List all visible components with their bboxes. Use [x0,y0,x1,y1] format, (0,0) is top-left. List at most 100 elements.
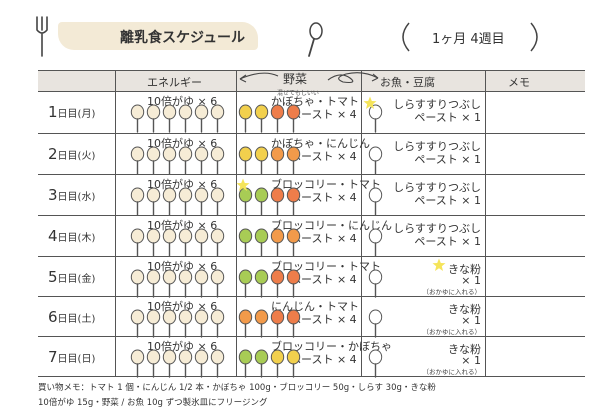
protein-qty: × 1 [461,274,481,287]
protein-spoon-icon [368,269,383,298]
day-label: 5日目(金) [48,268,96,286]
veg-spoon-icon [254,309,269,338]
rice-spoon-icon [178,228,193,257]
rice-spoon-icon [162,187,177,216]
protein-text: しらすすりつぶし [393,98,481,111]
rice-spoon-icon [194,228,209,257]
veg-spoons [238,349,301,379]
rice-spoon-icon [194,146,209,175]
protein-spoons [368,349,383,379]
energy-text: 10倍がゆ × 6 [147,178,218,191]
energy-text: 10倍がゆ × 6 [147,300,218,313]
veg-qty: ペースト × 4 [290,232,357,245]
veg-spoon-icon [286,228,301,257]
veg-spoons [238,146,301,176]
star-icon [363,96,377,109]
rice-spoon-icon [194,104,209,133]
col-veg: 野菜 [283,72,308,86]
protein-text: しらすすりつぶし [393,222,481,235]
week-bracket [402,22,538,52]
protein-text: しらすすりつぶし [393,140,481,153]
protein-qty: ペースト × 1 [414,153,481,166]
spoon-icon [308,22,323,57]
veg-spoon-icon [286,269,301,298]
veg-spoon-icon [254,269,269,298]
protein-spoon-icon [368,104,383,133]
table-header-bg [38,70,585,91]
veg-spoon-icon [270,228,285,257]
rice-spoon-icon [194,349,209,378]
protein-qty: ペースト × 1 [414,194,481,207]
rice-spoon-icon [162,146,177,175]
star-icon [432,258,446,271]
veg-spoon-icon [254,349,269,378]
day-label: 1日目(月) [48,103,96,121]
rice-spoon-icon [178,104,193,133]
veg-spoon-icon [238,104,253,133]
rice-spoon-icon [178,349,193,378]
rice-spoon-icon [194,309,209,338]
rice-spoon-icon [210,146,225,175]
rice-spoons [130,104,225,134]
rice-spoons [130,228,225,258]
veg-qty: ペースト × 4 [290,313,357,326]
protein-spoon-icon [368,146,383,175]
rice-spoon-icon [130,146,145,175]
star-icon [236,178,250,191]
mix-arrow-icon [239,72,379,84]
protein-text: きな粉 [448,263,481,276]
veg-spoon-icon [254,104,269,133]
rice-spoon-icon [146,228,161,257]
rice-spoon-icon [162,104,177,133]
week-label: 1ヶ月 4週目 [432,32,505,47]
veg-spoons [238,269,301,299]
protein-spoons [368,309,383,339]
veg-spoon-icon [254,146,269,175]
protein-note: （おかゆに入れる） [422,368,482,376]
rice-spoon-icon [178,146,193,175]
veg-spoon-icon [270,187,285,216]
protein-qty: × 1 [461,354,481,367]
rice-spoon-icon [146,309,161,338]
freezing-note: 10倍がゆ 15g・野菜 / お魚 10g ずつ製氷皿にフリージング [38,398,268,408]
protein-text: しらすすりつぶし [393,181,481,194]
rice-spoon-icon [210,269,225,298]
veg-spoon-icon [286,309,301,338]
protein-spoons [368,228,383,258]
rice-spoon-icon [130,269,145,298]
rice-spoon-icon [210,104,225,133]
day-label: 7日目(日) [48,348,96,366]
rice-spoon-icon [146,104,161,133]
rice-spoons [130,349,225,379]
protein-qty: × 1 [461,314,481,327]
veg-spoon-icon [238,146,253,175]
veg-spoon-icon [286,104,301,133]
rice-spoons [130,187,225,217]
veg-spoon-icon [238,269,253,298]
protein-note: （おかゆに入れる） [422,328,482,336]
rice-spoon-icon [178,269,193,298]
col-energy: エネルギー [147,76,202,89]
veg-spoon-icon [238,309,253,338]
protein-spoon-icon [368,309,383,338]
veg-spoons [238,187,301,217]
veg-qty: ペースト × 4 [290,108,357,121]
protein-note: （おかゆに入れる） [422,288,482,296]
protein-spoon-icon [368,228,383,257]
rice-spoon-icon [146,269,161,298]
veg-spoon-icon [238,349,253,378]
title-banner [58,22,258,50]
rice-spoon-icon [210,349,225,378]
energy-text: 10倍がゆ × 6 [147,340,218,353]
energy-text: 10倍がゆ × 6 [147,95,218,108]
rice-spoons [130,309,225,339]
veg-spoon-icon [270,146,285,175]
protein-qty: ペースト × 1 [414,235,481,248]
protein-spoons [368,269,383,299]
veg-spoon-icon [286,187,301,216]
veg-spoon-icon [270,349,285,378]
day-label: 3日目(水) [48,186,96,204]
protein-spoon-icon [368,349,383,378]
col-veg-sub: 混ぜてもしいい [277,90,319,97]
veg-spoon-icon [238,187,253,216]
